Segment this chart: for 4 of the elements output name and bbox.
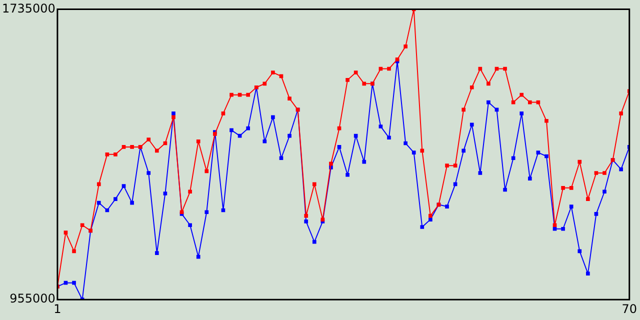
x-tick-label: 70 xyxy=(622,302,638,316)
y-tick-label: 955000 xyxy=(10,292,56,306)
y-tick-label: 1735000 xyxy=(2,1,56,16)
x-tick-label: 1 xyxy=(54,302,62,316)
